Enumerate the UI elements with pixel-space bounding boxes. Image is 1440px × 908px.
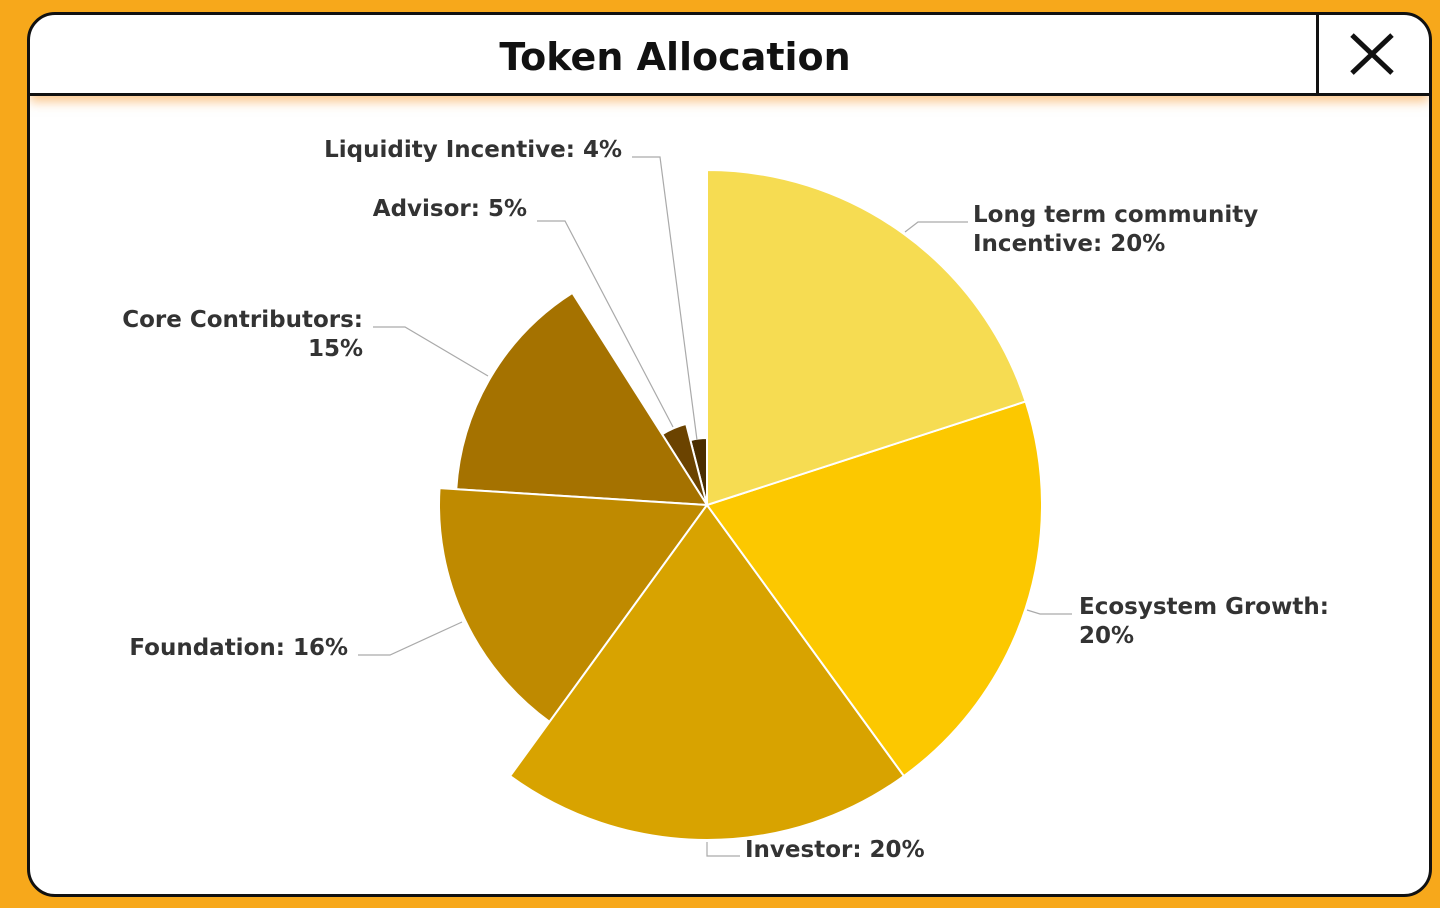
pie-slice [508,503,906,842]
modal-header: Token Allocation [30,15,1429,96]
slice-label: Core Contributors: 15% [122,307,363,362]
slice-label: Long term community Incentive: 20% [973,202,1259,257]
pie-slice [455,291,709,507]
slice-label: Liquidity Incentive: 4% [324,137,622,163]
slice-label: Ecosystem Growth: 20% [1079,594,1329,649]
slice-label: Investor: 20% [745,837,925,863]
close-icon [1350,33,1394,75]
pie-slice [705,400,1043,778]
close-button[interactable] [1316,15,1429,93]
leader-lines [358,156,1072,857]
pie-slice [438,487,709,724]
slice-label: Foundation: 16% [129,635,348,661]
chart-title: Token Allocation [499,35,851,79]
pie-slice [706,168,1027,507]
slice-label: Advisor: 5% [372,196,527,222]
